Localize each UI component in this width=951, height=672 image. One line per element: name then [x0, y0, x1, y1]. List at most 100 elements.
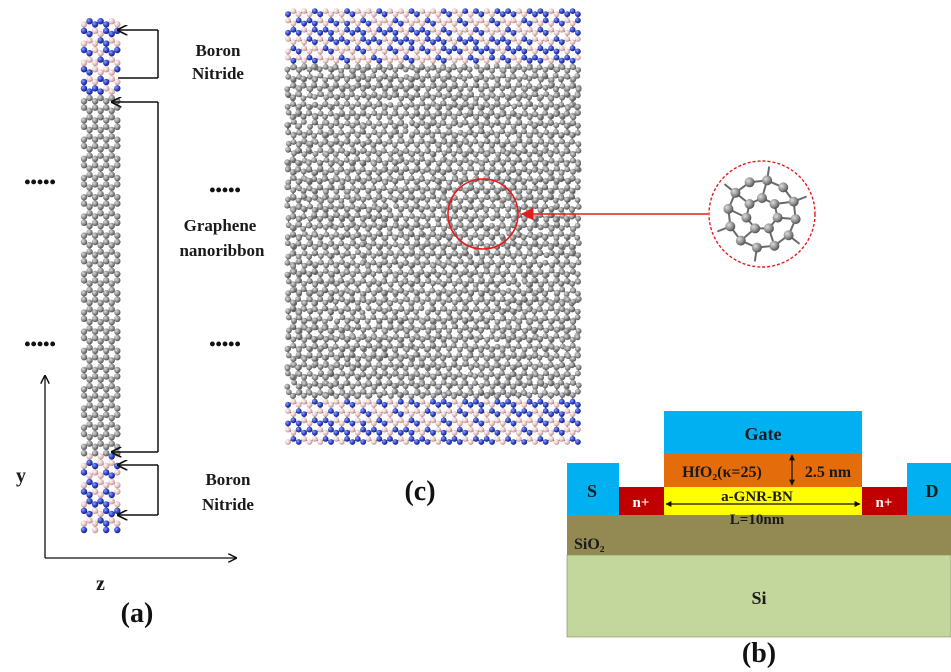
- atom-N: [108, 510, 115, 518]
- atom-C: [80, 142, 88, 150]
- atom-B: [108, 498, 115, 505]
- atom-C: [86, 126, 93, 134]
- axis-z-label: z: [96, 573, 105, 595]
- atom-C: [86, 402, 93, 409]
- atom-C: [108, 395, 115, 402]
- atom-C: [91, 155, 99, 162]
- atom-N: [80, 488, 88, 495]
- atom-B: [80, 21, 88, 28]
- atom-C: [103, 181, 110, 188]
- atom-B: [108, 75, 115, 83]
- atom-C: [91, 411, 99, 418]
- atom-B: [97, 453, 104, 460]
- atom-N: [86, 498, 93, 505]
- atom-C: [103, 392, 110, 399]
- atom-C: [97, 165, 104, 172]
- atom-C: [97, 248, 104, 255]
- atom-C: [114, 366, 121, 374]
- atom-C: [86, 286, 93, 294]
- atom-C: [108, 402, 115, 409]
- atom-C: [103, 213, 110, 220]
- atom-B: [97, 30, 104, 38]
- atom-B: [86, 453, 93, 460]
- atom-B: [97, 459, 104, 466]
- atom-N: [86, 69, 93, 76]
- atom-C: [80, 117, 88, 124]
- atom-B: [91, 27, 99, 34]
- atom-N: [91, 501, 99, 508]
- bottom-bn-label-line2: Nitride: [202, 495, 254, 514]
- atom-C: [103, 270, 110, 278]
- atom-C: [103, 98, 110, 105]
- atom-C: [91, 309, 99, 316]
- atom-C: [97, 152, 104, 159]
- atom-N: [108, 472, 115, 479]
- atom-C: [80, 277, 88, 284]
- atom-B: [91, 520, 99, 527]
- atom-B: [114, 40, 121, 47]
- atom-C: [80, 366, 88, 374]
- atom-C: [108, 248, 115, 255]
- atom-C: [108, 242, 115, 249]
- atom-C: [86, 152, 93, 159]
- atom-C: [97, 382, 104, 390]
- atom-C: [114, 354, 121, 361]
- atom-B: [97, 478, 104, 486]
- atom-C: [103, 290, 110, 297]
- atom-C: [97, 338, 104, 345]
- atom-C: [97, 184, 104, 191]
- atom-B: [91, 40, 99, 47]
- atom-C: [103, 117, 110, 124]
- atom-C: [86, 114, 93, 121]
- atom-B: [86, 56, 93, 63]
- atom-C: [80, 443, 88, 450]
- atom-C: [108, 107, 115, 115]
- atom-C: [86, 203, 93, 210]
- atom-C: [97, 440, 104, 447]
- atom-C: [91, 232, 99, 239]
- atom-C: [114, 424, 121, 431]
- atom-N: [108, 491, 115, 498]
- atom-C: [103, 386, 110, 393]
- atom-C: [86, 306, 93, 313]
- atom-C: [97, 325, 104, 332]
- atom-C: [91, 334, 99, 342]
- atom-C: [91, 373, 99, 380]
- atom-N: [91, 85, 99, 92]
- atom-C: [80, 392, 88, 399]
- atom-C: [97, 280, 104, 287]
- atom-N: [108, 30, 115, 38]
- atom-B: [108, 56, 115, 63]
- atom-C: [97, 402, 104, 409]
- atom-B: [114, 21, 121, 28]
- atom-C: [91, 142, 99, 150]
- atom-B: [80, 462, 88, 470]
- atom-C: [103, 328, 110, 335]
- atom-C: [114, 386, 121, 393]
- atom-C: [103, 411, 110, 418]
- atom-C: [91, 181, 99, 188]
- atom-C: [86, 338, 93, 345]
- atom-N: [114, 85, 121, 92]
- atom-C: [103, 424, 110, 431]
- atom-N: [114, 526, 121, 534]
- atom-C: [86, 184, 93, 191]
- atom-B: [86, 75, 93, 83]
- atom-C: [91, 251, 99, 258]
- atom-C: [114, 392, 121, 399]
- atom-C: [108, 184, 115, 191]
- atom-C: [97, 421, 104, 428]
- atom-B: [86, 37, 93, 44]
- atom-C: [114, 181, 121, 188]
- atom-C: [97, 414, 104, 422]
- atom-C: [103, 258, 110, 265]
- bracket-top-bn: [118, 30, 159, 79]
- atom-C: [91, 296, 99, 303]
- atom-C: [108, 434, 115, 441]
- atom-C: [86, 395, 93, 402]
- atom-C: [103, 238, 110, 246]
- atom-B: [91, 488, 99, 495]
- atom-C: [97, 299, 104, 306]
- atom-C: [86, 363, 93, 370]
- atom-C: [80, 334, 88, 342]
